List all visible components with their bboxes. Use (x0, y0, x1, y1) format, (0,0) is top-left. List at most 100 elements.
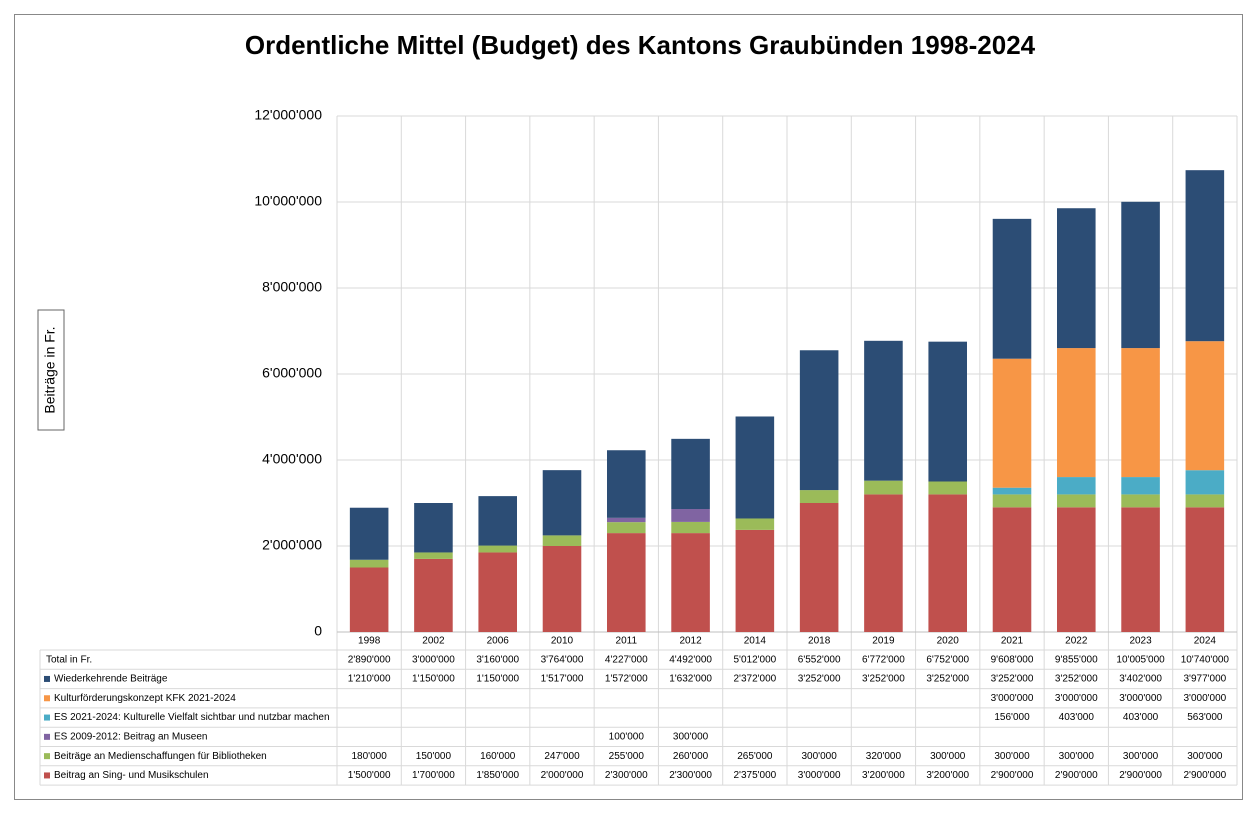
bar-segment (349, 507, 389, 560)
bar-segment (992, 487, 1032, 495)
row-label: ES 2009-2012: Beitrag an Museen (54, 731, 207, 742)
bar-segment (992, 494, 1032, 508)
y-label-box (37, 309, 65, 431)
bar-segment (928, 341, 967, 482)
y-tick-label: 4'000'000 (262, 451, 322, 467)
x-tick-label: 2012 (679, 636, 702, 647)
table-value: 6'552'000 (798, 654, 841, 665)
row-label: ES 2021-2024: Kulturelle Vielfalt sichtb… (54, 712, 330, 723)
table-value: 3'000'000 (1183, 693, 1226, 704)
table-value: 1'210'000 (348, 674, 391, 685)
table-value: 3'000'000 (991, 693, 1034, 704)
bar-segment (992, 507, 1032, 632)
table-value: 300'000 (673, 731, 709, 742)
x-tick-label: 2024 (1194, 636, 1217, 647)
table-value: 160'000 (480, 751, 516, 762)
bar-segment (1057, 208, 1096, 349)
bar-segment (735, 416, 775, 519)
bar-segment (1121, 477, 1160, 495)
table-value: 320'000 (866, 751, 902, 762)
table-value: 3'000'000 (1119, 693, 1162, 704)
bar-segment (414, 503, 453, 553)
bar-segment (349, 559, 389, 568)
bar-segment (542, 535, 582, 546)
table-value: 10'005'000 (1116, 654, 1165, 665)
table-value: 265'000 (737, 751, 773, 762)
table-value: 4'492'000 (669, 654, 712, 665)
table-value: 2'300'000 (605, 770, 648, 781)
table-value: 9'855'000 (1055, 654, 1098, 665)
row-label: Beiträge an Medienschaffungen für Biblio… (54, 751, 267, 762)
chart-title: Ordentliche Mittel (Budget) des Kantons … (245, 30, 1036, 60)
table-value: 3'252'000 (798, 674, 841, 685)
table-value: 2'900'000 (1055, 770, 1098, 781)
table-value: 2'300'000 (669, 770, 712, 781)
table-value: 300'000 (930, 751, 966, 762)
bar-segment (1185, 507, 1225, 632)
table-value: 563'000 (1187, 712, 1223, 723)
x-tick-label: 2011 (616, 636, 638, 647)
table-value: 3'000'000 (412, 654, 455, 665)
bar-segment (1057, 477, 1096, 495)
row-label: Beitrag an Sing- und Musikschulen (54, 770, 209, 781)
table-value: 2'900'000 (991, 770, 1034, 781)
bar-segment (671, 509, 710, 522)
bar-segment (799, 350, 839, 491)
bar-segment (607, 450, 646, 518)
x-tick-label: 2010 (551, 636, 574, 647)
legend-key (44, 753, 50, 760)
table-value: 3'252'000 (991, 674, 1034, 685)
bar-segment (864, 494, 903, 632)
table-value: 300'000 (1059, 751, 1095, 762)
row-label: Kulturförderungskonzept KFK 2021-2024 (54, 693, 236, 704)
table-value: 300'000 (1187, 751, 1223, 762)
row-label: Total in Fr. (46, 654, 92, 665)
bar-segment (1121, 348, 1160, 478)
table-value: 1'572'000 (605, 674, 648, 685)
x-tick-label: 2022 (1065, 636, 1088, 647)
table-value: 3'200'000 (926, 770, 969, 781)
bar-segment (1185, 170, 1225, 342)
bar-segment (671, 521, 710, 534)
table-value: 2'000'000 (541, 770, 584, 781)
table-value: 2'890'000 (348, 654, 391, 665)
x-tick-label: 2018 (808, 636, 831, 647)
bar-segment (1057, 348, 1096, 478)
table-value: 300'000 (1123, 751, 1159, 762)
table-value: 3'252'000 (862, 674, 905, 685)
x-tick-label: 2019 (872, 636, 895, 647)
legend-key (44, 714, 50, 721)
bar-segment (799, 490, 839, 503)
bar-segment (1185, 494, 1225, 508)
bar-segment (414, 552, 453, 559)
table-value: 1'150'000 (412, 674, 455, 685)
legend-key (44, 675, 50, 682)
table-value: 4'227'000 (605, 654, 648, 665)
bar-segment (1057, 494, 1096, 508)
table-value: 3'000'000 (1055, 693, 1098, 704)
bar-segment (1121, 494, 1160, 508)
y-tick-label: 8'000'000 (262, 279, 322, 295)
bar-segment (607, 517, 646, 523)
table-value: 3'402'000 (1119, 674, 1162, 685)
bar-segment (1057, 507, 1096, 632)
table-value: 2'900'000 (1183, 770, 1226, 781)
bar-segment (671, 533, 710, 632)
table-value: 300'000 (802, 751, 838, 762)
x-tick-label: 2023 (1129, 636, 1152, 647)
bar-segment (349, 567, 389, 632)
table-value: 180'000 (352, 751, 388, 762)
bar-segment (992, 358, 1032, 488)
table-value: 2'372'000 (733, 674, 776, 685)
table-value: 156'000 (994, 712, 1030, 723)
table-value: 100'000 (609, 731, 645, 742)
table-value: 255'000 (609, 751, 645, 762)
legend-key (44, 733, 50, 740)
table-value: 1'150'000 (476, 674, 519, 685)
bar-segment (1121, 201, 1160, 349)
table-value: 2'900'000 (1119, 770, 1162, 781)
table-value: 5'012'000 (733, 654, 776, 665)
bar-segment (992, 218, 1032, 359)
bar-segment (478, 552, 517, 632)
table-value: 247'000 (544, 751, 580, 762)
